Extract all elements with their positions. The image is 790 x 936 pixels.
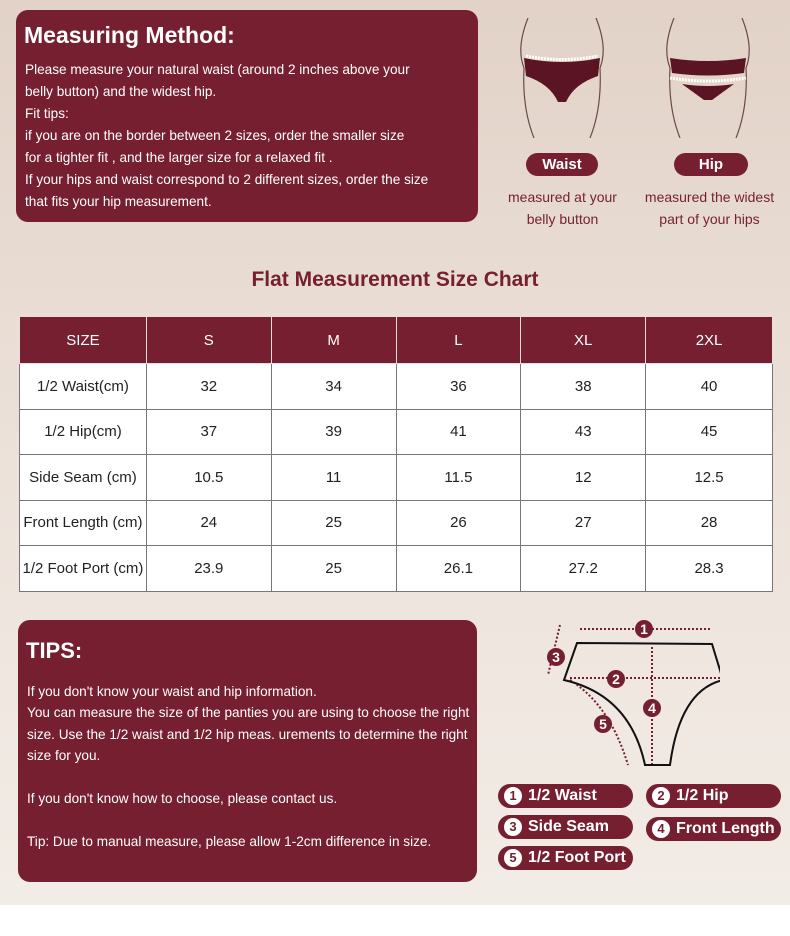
tips-text-1: If you don't know your waist and hip inf… — [27, 684, 317, 699]
table-cell: 27.2 — [520, 545, 647, 592]
legend-half-waist: 1 1/2 Waist — [498, 784, 633, 808]
number-badge: 5 — [504, 849, 522, 867]
marker-4: 4 — [648, 700, 656, 716]
method-line: If your hips and waist correspond to 2 d… — [25, 172, 429, 187]
number-badge: 3 — [504, 818, 522, 836]
table-cell: 23.9 — [145, 545, 272, 592]
legend-label: 1/2 Waist — [528, 787, 597, 804]
marker-5: 5 — [599, 716, 607, 732]
number-badge: 2 — [652, 787, 670, 805]
table-cell: 28 — [645, 499, 773, 546]
table-cell: 26 — [395, 499, 522, 546]
table-cell: 39 — [270, 408, 397, 455]
marker-1: 1 — [640, 621, 648, 637]
legend-label: Front Length — [676, 820, 775, 837]
column-header: SIZE — [19, 316, 147, 364]
table-row: 1/2 Foot Port (cm) 23.9 25 26.1 27.2 28.3 — [19, 545, 773, 592]
table-cell: 24 — [145, 499, 272, 546]
tips-text-2: You can measure the size of the panties … — [27, 705, 470, 763]
column-header: S — [145, 316, 272, 364]
table-cell: 25 — [270, 499, 397, 546]
table-cell: 41 — [395, 408, 522, 455]
table-cell: 11 — [270, 454, 397, 501]
table-cell: 40 — [645, 363, 773, 410]
number-badge: 4 — [652, 820, 670, 838]
table-cell: 11.5 — [395, 454, 522, 501]
table-cell: 26.1 — [395, 545, 522, 592]
number-badge: 1 — [504, 787, 522, 805]
legend-label: Side Seam — [528, 818, 609, 835]
legend-side-seam: 3 Side Seam — [498, 815, 633, 839]
measuring-method-panel: Measuring Method: Please measure your na… — [16, 10, 478, 222]
table-row: Side Seam (cm) 10.5 11 11.5 12 12.5 — [19, 454, 773, 501]
waist-caption: measured at your belly button — [490, 186, 635, 230]
method-line: for a tighter fit , and the larger size … — [25, 150, 333, 165]
table-row: 1/2 Waist(cm) 32 34 36 38 40 — [19, 363, 773, 410]
table-cell: 28.3 — [645, 545, 773, 592]
legend-label: 1/2 Hip — [676, 787, 729, 804]
waist-label: Waist — [526, 153, 598, 176]
hip-label: Hip — [674, 153, 748, 176]
marker-2: 2 — [612, 671, 620, 687]
method-text: Please measure your natural waist (aroun… — [25, 59, 470, 213]
row-label: 1/2 Foot Port (cm) — [19, 545, 147, 592]
table-cell: 37 — [145, 408, 272, 455]
row-label: 1/2 Waist(cm) — [19, 363, 147, 410]
hip-caption: measured the widest part of your hips — [632, 186, 787, 230]
waist-figure-illustration — [520, 18, 604, 138]
tips-text-3: If you don't know how to choose, please … — [27, 791, 338, 806]
table-row: 1/2 Hip(cm) 37 39 41 43 45 — [19, 408, 773, 455]
table-cell: 25 — [270, 545, 397, 592]
legend-front-length: 4 Front Length — [646, 817, 781, 841]
column-header: 2XL — [645, 316, 773, 364]
size-chart-title: Flat Measurement Size Chart — [251, 268, 539, 291]
caption-line: part of your hips — [659, 211, 760, 227]
marker-3: 3 — [552, 649, 560, 665]
table-cell: 38 — [520, 363, 647, 410]
method-line: belly button) and the widest hip. — [25, 84, 217, 99]
method-line: Fit tips: — [25, 106, 69, 121]
table-cell: 27 — [520, 499, 647, 546]
row-label: Front Length (cm) — [19, 499, 147, 546]
table-cell: 45 — [645, 408, 773, 455]
bottom-margin — [0, 905, 790, 936]
method-title: Measuring Method: — [24, 22, 235, 48]
table-cell: 10.5 — [145, 454, 272, 501]
panty-measurement-diagram: 1 2 3 4 5 — [547, 620, 720, 766]
row-label: Side Seam (cm) — [19, 454, 147, 501]
column-header: XL — [520, 316, 647, 364]
method-line: Please measure your natural waist (aroun… — [25, 62, 410, 77]
table-cell: 32 — [145, 363, 272, 410]
table-cell: 34 — [270, 363, 397, 410]
legend-half-foot-port: 5 1/2 Foot Port — [498, 846, 633, 870]
table-cell: 12 — [520, 454, 647, 501]
row-label: 1/2 Hip(cm) — [19, 408, 147, 455]
caption-line: measured at your — [508, 189, 617, 205]
column-header: L — [395, 316, 522, 364]
tips-text-4: Tip: Due to manual measure, please allow… — [27, 834, 432, 849]
method-line: if you are on the border between 2 sizes… — [25, 128, 405, 143]
size-table: SIZE S M L XL 2XL 1/2 Waist(cm) 32 34 36 38 40 1/2 … — [19, 316, 773, 592]
legend-half-hip: 2 1/2 Hip — [646, 784, 781, 808]
legend-label: 1/2 Foot Port — [528, 849, 626, 866]
table-cell: 43 — [520, 408, 647, 455]
caption-line: belly button — [526, 211, 599, 227]
table-header-row: SIZE S M L XL 2XL — [19, 316, 773, 364]
table-cell: 36 — [395, 363, 522, 410]
column-header: M — [270, 316, 397, 364]
table-row: Front Length (cm) 24 25 26 27 28 — [19, 499, 773, 546]
caption-line: measured the widest — [644, 189, 775, 205]
table-cell: 12.5 — [645, 454, 773, 501]
tips-panel: TIPS: If you don't know your waist and h… — [18, 620, 477, 882]
tips-title: TIPS: — [26, 638, 83, 663]
hip-figure-illustration — [666, 18, 750, 138]
method-line: that fits your hip measurement. — [25, 194, 212, 209]
